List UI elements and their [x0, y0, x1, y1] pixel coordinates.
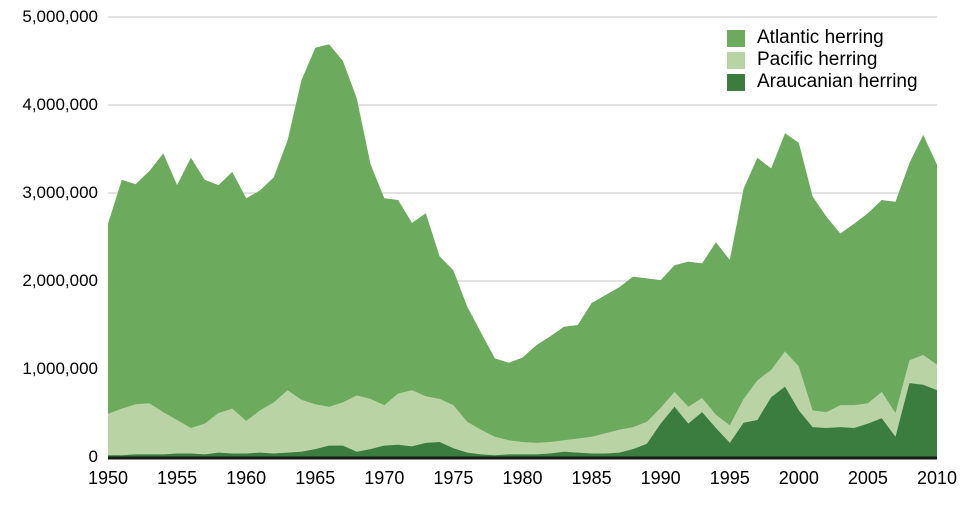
x-axis-tick-label: 1955: [157, 468, 198, 488]
area-atlantic-herring: [108, 44, 937, 458]
y-axis-tick-label: 4,000,000: [22, 95, 98, 114]
legend-label-araucanian: Araucanian herring: [757, 71, 918, 92]
legend-label-atlantic: Atlantic herring: [757, 27, 884, 48]
x-axis-tick-label: 1970: [364, 468, 405, 488]
x-axis-tick-label: 1985: [571, 468, 612, 488]
x-axis-tick-label: 1990: [640, 468, 681, 488]
legend-swatch-pacific: [727, 51, 745, 69]
area-araucanian-herring: [108, 383, 937, 457]
legend-swatch-araucanian: [727, 73, 745, 91]
legend-item-araucanian-herring: Araucanian herring: [727, 71, 918, 93]
area-pacific-herring: [108, 351, 937, 457]
legend-item-atlantic-herring: Atlantic herring: [727, 27, 918, 49]
x-axis-tick-label: 1965: [295, 468, 336, 488]
x-axis-tick-label: 1950: [87, 468, 129, 488]
x-axis-tick-label: 1960: [226, 468, 267, 488]
x-axis-tick-label: 2000: [778, 468, 819, 488]
x-axis-tick-label: 1995: [709, 468, 750, 488]
y-axis-tick-label: 5,000,000: [22, 7, 98, 26]
x-axis-tick-label: 1980: [502, 468, 543, 488]
y-axis-tick-label: 1,000,000: [22, 359, 98, 378]
y-axis-tick-label: 0: [88, 447, 98, 466]
x-axis-tick-label: 2005: [847, 468, 888, 488]
x-axis-tick-label: 2010: [916, 468, 958, 488]
legend: Atlantic herring Pacific herring Araucan…: [727, 27, 918, 93]
y-axis-tick-label: 3,000,000: [22, 183, 98, 202]
y-axis-tick-label: 2,000,000: [22, 271, 98, 290]
legend-label-pacific: Pacific herring: [757, 49, 878, 70]
x-axis-tick-label: 1975: [433, 468, 474, 488]
legend-swatch-atlantic: [727, 29, 745, 47]
legend-item-pacific-herring: Pacific herring: [727, 49, 918, 71]
